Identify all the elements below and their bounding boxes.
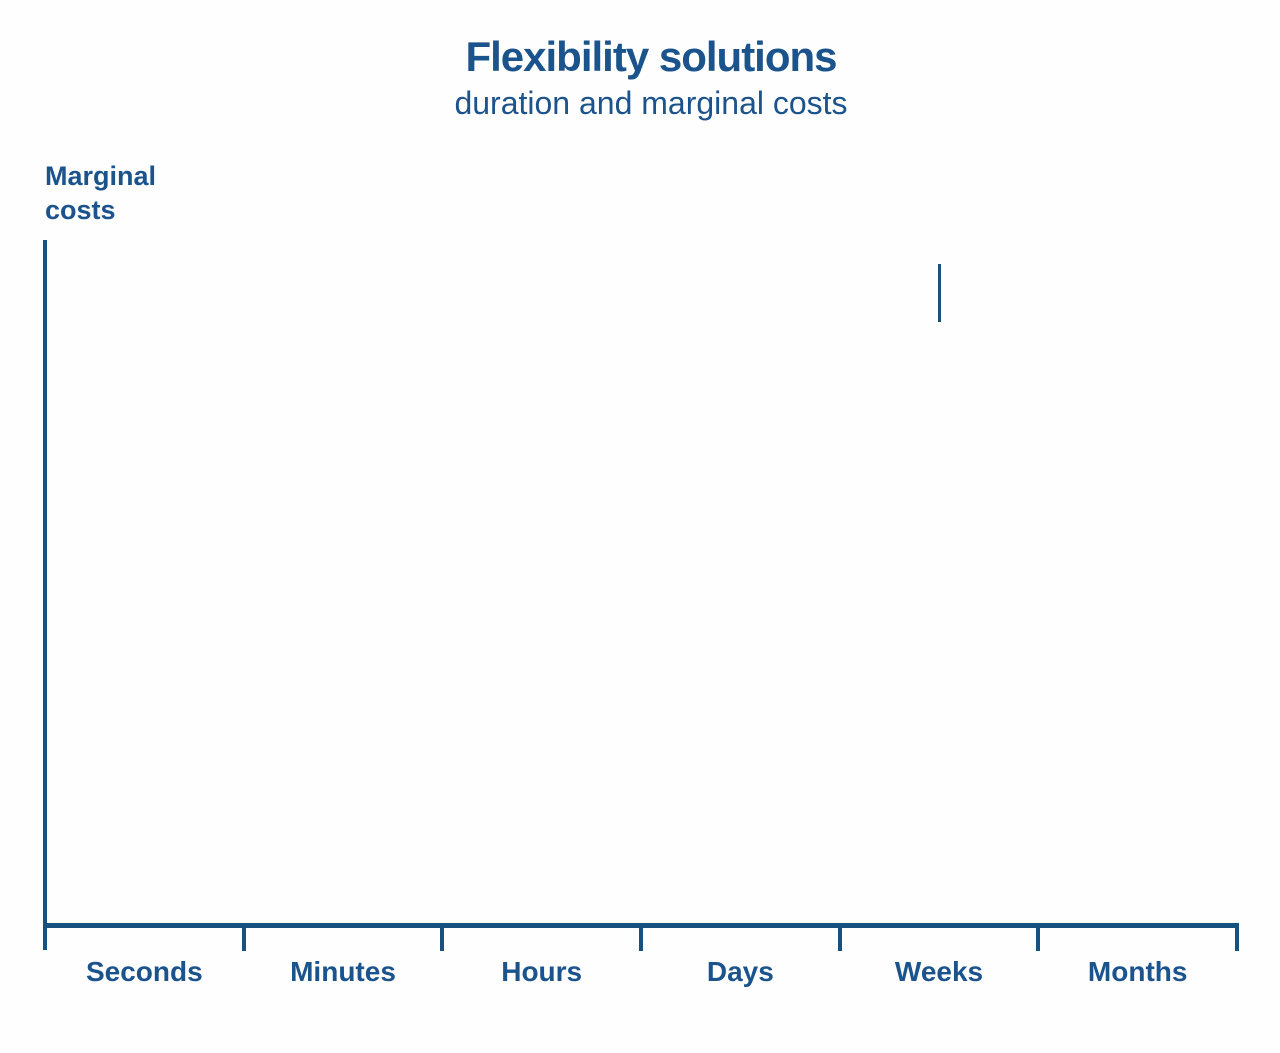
x-axis-tick <box>639 923 643 951</box>
partial-stroke-mark <box>938 264 941 322</box>
x-label-seconds: Seconds <box>85 956 203 987</box>
x-label-days: Days <box>706 956 774 987</box>
y-axis-label: Marginal costs <box>45 161 157 225</box>
plot-area <box>47 240 1237 923</box>
x-axis-category-labels: Seconds Minutes Hours Days Weeks Months <box>45 956 1237 988</box>
x-axis-tick <box>1036 923 1040 951</box>
x-axis-tick <box>440 923 444 951</box>
y-axis-line <box>43 240 47 950</box>
x-label-minutes: Minutes <box>290 956 396 987</box>
x-label-months: Months <box>1087 956 1188 987</box>
chart-title: Flexibility solutions <box>465 33 837 80</box>
x-axis-tick <box>838 923 842 951</box>
x-axis-tick <box>242 923 246 951</box>
chart-subtitle: duration and marginal costs <box>454 85 848 121</box>
x-label-hours: Hours <box>501 956 583 987</box>
x-label-weeks: Weeks <box>894 956 984 987</box>
x-axis-tick <box>1235 923 1239 951</box>
